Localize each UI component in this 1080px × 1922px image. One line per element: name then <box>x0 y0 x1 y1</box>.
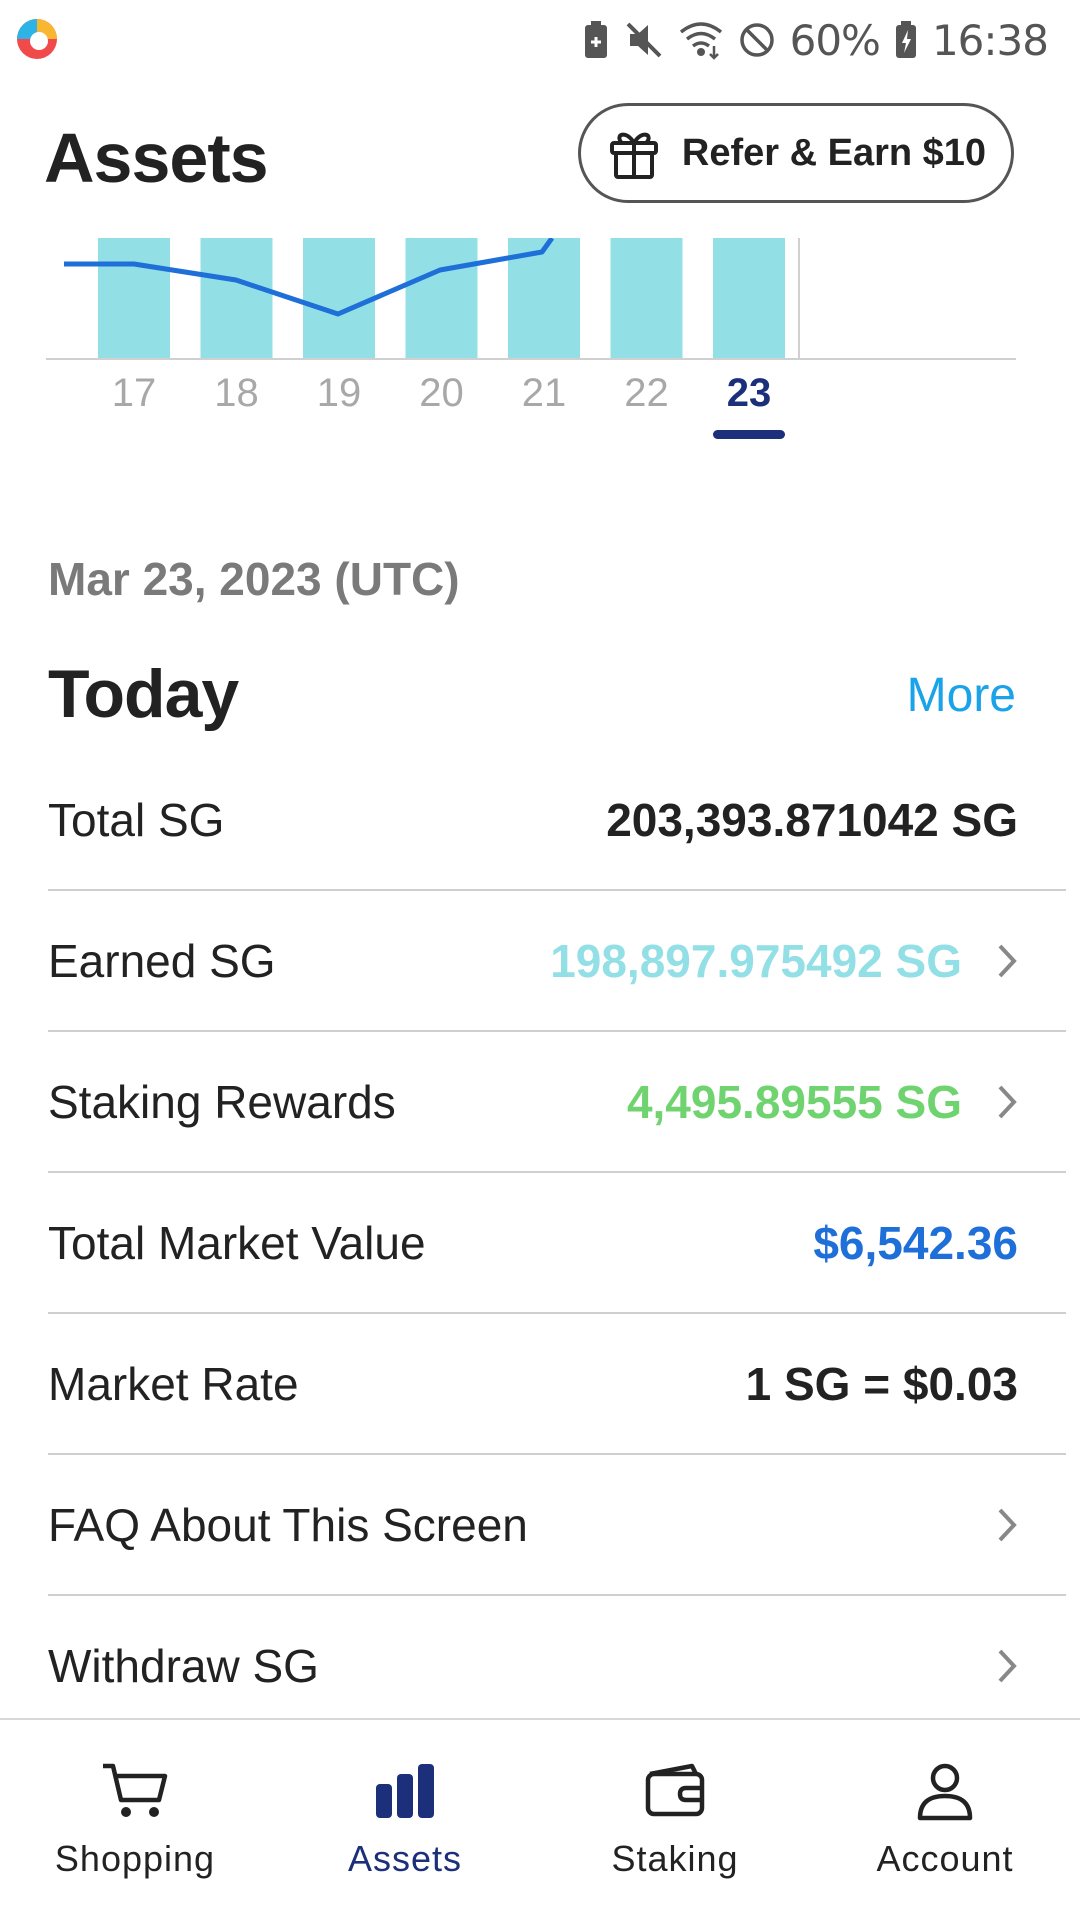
row-value: 203,393.871042 SG <box>606 793 1018 846</box>
wifi-icon <box>679 22 722 60</box>
asset-row: Market Rate 1 SG = $0.03 <box>48 1314 1066 1455</box>
wallet-icon <box>645 1763 705 1817</box>
clock: 16:38 <box>931 15 1049 65</box>
more-link[interactable]: More <box>906 669 1016 722</box>
row-value: 1 SG = $0.03 <box>745 1357 1018 1410</box>
row-value: $6,542.36 <box>813 1216 1018 1269</box>
chevron-right-icon <box>998 944 1017 977</box>
chevron-right-icon <box>998 1649 1017 1682</box>
chart-tick-label[interactable]: 20 <box>419 371 464 415</box>
row-value-group: 4,495.89555 SG <box>627 1075 1018 1129</box>
asset-row[interactable]: FAQ About This Screen <box>48 1455 1066 1596</box>
person-icon <box>917 1763 973 1821</box>
asset-rows: Total SG 203,393.871042 SG Earned SG 198,89… <box>48 750 1066 1737</box>
row-value-group <box>996 1506 1018 1544</box>
row-label: Market Rate <box>48 1357 299 1410</box>
row-value-group: 1 SG = $0.03 <box>746 1357 1018 1411</box>
bottom-nav: Shopping Assets Staking Account <box>0 1718 1080 1922</box>
daily-chart[interactable]: 17 18 19 20 21 22 23 <box>46 238 1036 448</box>
battery-charging-icon <box>895 21 916 58</box>
battery-percent: 60% <box>789 15 881 65</box>
chevron-right-icon <box>998 1508 1017 1541</box>
gift-icon <box>609 132 658 179</box>
chart-bar[interactable] <box>713 238 785 358</box>
app-logo-icon <box>17 19 57 59</box>
asset-row: Total SG 203,393.871042 SG <box>48 750 1066 891</box>
nav-label: Account <box>876 1838 1014 1879</box>
refer-earn-label: Refer & Earn $10 <box>681 131 987 174</box>
asset-row[interactable]: Earned SG 198,897.975492 SG <box>48 891 1066 1032</box>
refer-earn-button[interactable]: Refer & Earn $10 <box>578 103 1014 203</box>
asset-row: Total Market Value $6,542.36 <box>48 1173 1066 1314</box>
row-value-group: $6,542.36 <box>813 1216 1018 1270</box>
row-label: Earned SG <box>48 934 276 987</box>
row-value-group: 203,393.871042 SG <box>606 793 1018 847</box>
asset-row[interactable]: Staking Rewards 4,495.89555 SG <box>48 1032 1066 1173</box>
chart-trend-line <box>64 238 555 317</box>
cart-icon <box>103 1763 168 1817</box>
row-label: Total Market Value <box>48 1216 426 1269</box>
nav-account[interactable]: Account <box>810 1720 1080 1922</box>
chart-bar[interactable] <box>405 238 478 358</box>
nav-assets[interactable]: Assets <box>270 1720 540 1922</box>
nav-shopping[interactable]: Shopping <box>0 1720 270 1922</box>
asset-row[interactable]: Withdraw SG <box>48 1596 1066 1737</box>
chevron-right-icon <box>998 1085 1017 1118</box>
chart-tick-label[interactable]: 17 <box>112 371 157 415</box>
chart-bar[interactable] <box>98 238 170 358</box>
row-label: Withdraw SG <box>48 1639 319 1692</box>
chart-bar[interactable] <box>610 238 683 358</box>
selected-day-indicator <box>713 430 785 439</box>
chart-tick-label[interactable]: 23 <box>727 371 772 415</box>
chart-tick-label[interactable]: 19 <box>317 371 362 415</box>
row-label: Total SG <box>48 793 225 846</box>
page-title: Assets <box>44 119 269 197</box>
nav-staking[interactable]: Staking <box>540 1720 810 1922</box>
chart-tick-label[interactable]: 22 <box>624 371 669 415</box>
section-title: Today <box>48 656 239 732</box>
battery-saver-icon <box>584 21 607 58</box>
row-label: Staking Rewards <box>48 1075 396 1128</box>
row-value: 198,897.975492 SG <box>550 934 962 987</box>
row-value-group: 198,897.975492 SG <box>550 934 1018 988</box>
do-not-disturb-icon <box>739 23 774 57</box>
date-label: Mar 23, 2023 (UTC) <box>48 553 460 605</box>
nav-label: Staking <box>611 1838 739 1879</box>
row-value: 4,495.89555 SG <box>626 1075 962 1128</box>
bar-chart-icon <box>376 1764 434 1818</box>
mute-icon <box>626 22 662 58</box>
chart-tick-label[interactable]: 18 <box>214 371 259 415</box>
chart-bar[interactable] <box>303 238 375 358</box>
status-bar: 60% 16:38 <box>0 0 1080 80</box>
nav-label: Assets <box>347 1838 463 1879</box>
chart-bar[interactable] <box>200 238 273 358</box>
chart-tick-label[interactable]: 21 <box>522 371 567 415</box>
row-value-group <box>996 1647 1018 1685</box>
nav-label: Shopping <box>54 1838 216 1879</box>
row-label: FAQ About This Screen <box>48 1498 528 1551</box>
